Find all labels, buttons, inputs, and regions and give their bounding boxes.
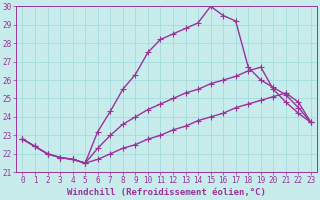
X-axis label: Windchill (Refroidissement éolien,°C): Windchill (Refroidissement éolien,°C) bbox=[67, 188, 266, 197]
